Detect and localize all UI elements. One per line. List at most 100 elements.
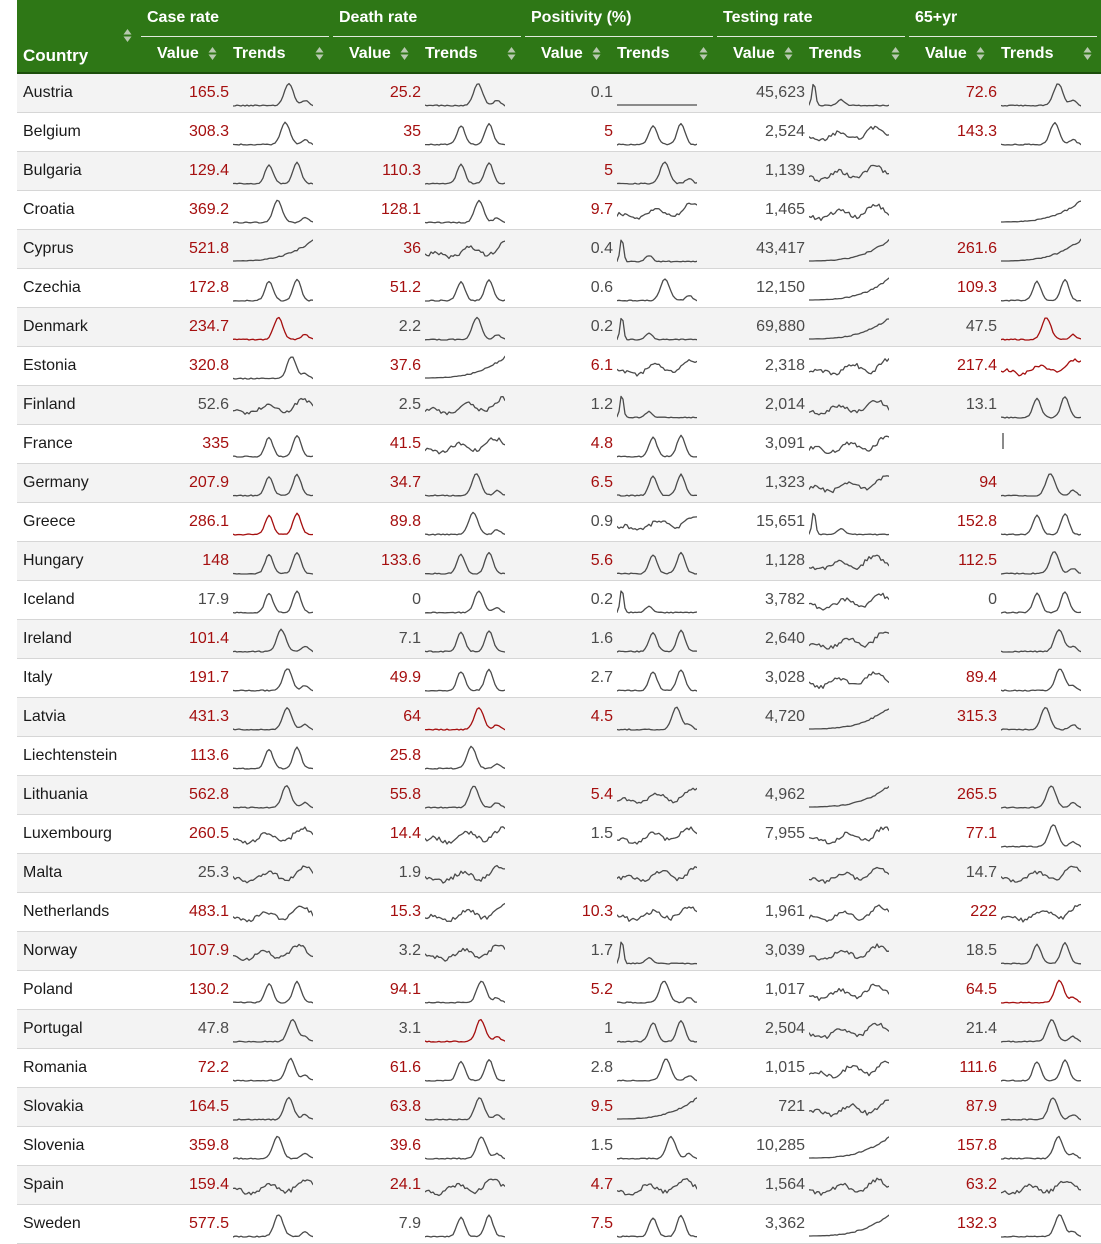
metric-value: 3,039 (764, 942, 805, 959)
table-row[interactable]: Luxembourg 260.5 14.4 1.5 7,955 77.1 (17, 815, 1101, 854)
trend-sparkline (1001, 200, 1081, 223)
metric-value: 14.7 (965, 864, 997, 881)
table-row[interactable]: Sweden 577.5 7.9 7.5 3,362 132.3 (17, 1205, 1101, 1244)
group-underline (909, 36, 1097, 37)
table-row[interactable]: Denmark 234.7 2.2 0.2 69,880 47.5 (17, 308, 1101, 347)
sort-icon[interactable] (976, 46, 985, 61)
table-row[interactable]: Poland 130.2 94.1 5.2 1,017 64.5 (17, 971, 1101, 1010)
sort-icon[interactable] (592, 46, 601, 61)
table-row[interactable]: Romania 72.2 61.6 2.8 1,015 111.6 (17, 1049, 1101, 1088)
group-header-death-rate: Death rate (339, 9, 418, 26)
trend-line (1001, 1019, 1081, 1043)
table-row[interactable]: Finland 52.6 2.5 1.2 2,014 13.1 (17, 386, 1101, 425)
table-row[interactable]: Norway 107.9 3.2 1.7 3,039 18.5 (17, 932, 1101, 971)
table-row[interactable]: Iceland 17.9 0 0.2 3,782 0 (17, 581, 1101, 620)
column-header-trends[interactable]: Trends (617, 45, 670, 62)
table-row[interactable]: Portugal 47.8 3.1 1 2,504 21.4 (17, 1010, 1101, 1049)
table-row[interactable]: Italy 191.7 49.9 2.7 3,028 89.4 (17, 659, 1101, 698)
table-row[interactable]: Czechia 172.8 51.2 0.6 12,150 109.3 (17, 269, 1101, 308)
table-row[interactable]: Malta 25.3 1.9 14.7 (17, 854, 1101, 893)
column-header-trends[interactable]: Trends (1001, 45, 1054, 62)
trend-sparkline (617, 629, 697, 653)
trend-sparkline (617, 104, 697, 106)
table-row[interactable]: Slovenia 359.8 39.6 1.5 10,285 157.8 (17, 1127, 1101, 1166)
table-row[interactable]: Latvia 431.3 64 4.5 4,720 315.3 (17, 698, 1101, 737)
metric-value: 5.2 (590, 981, 613, 998)
metric-value: 34.7 (389, 474, 421, 491)
metric-value: 261.6 (956, 240, 997, 257)
trend-sparkline (809, 435, 889, 455)
trend-sparkline (1001, 1180, 1081, 1196)
trend-line (233, 785, 313, 809)
column-header-value[interactable]: Value (349, 45, 391, 62)
trend-line (809, 1177, 889, 1196)
table-row[interactable]: Hungary 148 133.6 5.6 1,128 112.5 (17, 542, 1101, 581)
table-row[interactable]: Liechtenstein 113.6 25.8 (17, 737, 1101, 776)
column-header-value[interactable]: Value (541, 45, 583, 62)
sort-icon[interactable] (1083, 46, 1092, 61)
trend-sparkline (233, 826, 313, 845)
column-header-trends[interactable]: Trends (233, 45, 286, 62)
table-header-groups (17, 0, 1101, 36)
table-row[interactable]: Germany 207.9 34.7 6.5 1,323 94 (17, 464, 1101, 503)
trend-sparkline (617, 826, 697, 845)
metric-value: 47.8 (197, 1020, 229, 1037)
metric-value: 10.3 (581, 903, 613, 920)
metric-value: 1.6 (590, 630, 613, 647)
column-header-trends[interactable]: Trends (425, 45, 478, 62)
sort-icon[interactable] (891, 46, 900, 61)
trend-sparkline (425, 240, 505, 260)
sort-icon[interactable] (123, 28, 132, 43)
column-header-country[interactable]: Country (23, 46, 89, 65)
trend-line (233, 980, 313, 1004)
metric-value: 61.6 (389, 1059, 421, 1076)
metric-value: 148 (202, 552, 229, 569)
sort-icon[interactable] (699, 46, 708, 61)
table-row[interactable]: Lithuania 562.8 55.8 5.4 4,962 265.5 (17, 776, 1101, 815)
table-row[interactable]: Ireland 101.4 7.1 1.6 2,640 (17, 620, 1101, 659)
trend-sparkline (1001, 865, 1081, 883)
column-header-value[interactable]: Value (733, 45, 775, 62)
trend-line (425, 199, 505, 224)
trend-sparkline (425, 316, 505, 341)
table-row[interactable]: Cyprus 521.8 36 0.4 43,417 261.6 (17, 230, 1101, 269)
trend-sparkline (233, 980, 313, 1004)
metric-value: 5.6 (590, 552, 613, 569)
table-row[interactable]: Spain 159.4 24.1 4.7 1,564 63.2 (17, 1166, 1101, 1205)
trend-line (425, 240, 505, 260)
table-row[interactable]: France 335 41.5 4.8 3,091 (17, 425, 1101, 464)
sort-icon[interactable] (784, 46, 793, 61)
country-name: Czechia (23, 279, 81, 296)
table-row[interactable]: Austria 165.5 25.2 0.1 45,623 72.6 (17, 74, 1101, 113)
metric-value: 9.7 (590, 201, 613, 218)
group-header-65-plus: 65+yr (915, 9, 958, 26)
table-row[interactable]: Belgium 308.3 35 5 2,524 143.3 (17, 113, 1101, 152)
metric-value: 359.8 (188, 1137, 229, 1154)
table-row[interactable]: Bulgaria 129.4 110.3 5 1,139 (17, 152, 1101, 191)
column-header-trends[interactable]: Trends (809, 45, 862, 62)
table-row[interactable]: Netherlands 483.1 15.3 10.3 1,961 222 (17, 893, 1101, 932)
country-name: Liechtenstein (23, 747, 118, 764)
trend-line (425, 1097, 505, 1121)
sort-icon[interactable] (507, 46, 516, 61)
table-row[interactable]: Croatia 369.2 128.1 9.7 1,465 (17, 191, 1101, 230)
trend-line (617, 278, 697, 302)
trend-line (425, 980, 505, 1004)
sort-icon[interactable] (315, 46, 324, 61)
table-row[interactable]: Estonia 320.8 37.6 6.1 2,318 217.4 (17, 347, 1101, 386)
trend-sparkline (425, 199, 505, 224)
table-row[interactable]: Slovakia 164.5 63.8 9.5 721 87.9 (17, 1088, 1101, 1127)
sort-icon[interactable] (400, 46, 409, 61)
column-header-value[interactable]: Value (157, 45, 199, 62)
trend-line (233, 552, 313, 575)
column-header-value[interactable]: Value (925, 45, 967, 62)
sort-icon[interactable] (208, 46, 217, 61)
trend-line (809, 475, 889, 494)
trend-sparkline (1001, 317, 1081, 341)
trend-line (233, 1018, 313, 1043)
trend-sparkline (1001, 1214, 1081, 1238)
table-row[interactable]: Greece 286.1 89.8 0.9 15,651 152.8 (17, 503, 1101, 542)
trend-sparkline (809, 164, 889, 183)
metric-value: 1,128 (764, 552, 805, 569)
trend-sparkline (1001, 668, 1081, 692)
